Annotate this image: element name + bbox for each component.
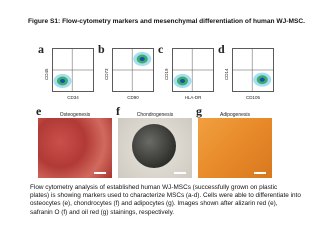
y-axis-label: CD19 <box>164 68 169 80</box>
scale-bar <box>254 172 266 174</box>
cell-cluster <box>180 79 185 83</box>
scale-bar <box>174 172 186 174</box>
cell-cluster <box>259 77 265 82</box>
panel-letter: e <box>36 104 42 118</box>
image-title: Adipogenesis <box>219 112 251 118</box>
y-axis-label: CD45 <box>44 68 49 80</box>
micrograph <box>38 118 112 178</box>
panel-letter: c <box>158 42 164 56</box>
panel-letter: a <box>38 42 44 56</box>
flow-plot <box>232 48 274 92</box>
x-axis-label: CD105 <box>245 95 260 100</box>
flow-plot <box>172 48 214 92</box>
micrograph <box>118 118 192 178</box>
image-title: Chondrogenesis <box>136 112 174 118</box>
pellet <box>132 124 176 168</box>
panel-letter: b <box>98 42 105 56</box>
caption: Flow cytometry analysis of established h… <box>30 184 320 217</box>
y-axis-label: CD14 <box>224 68 229 80</box>
y-axis-label: CD73 <box>104 68 109 80</box>
panel-letter: d <box>218 42 225 56</box>
micrograph <box>198 118 272 178</box>
caption-line: safranin O (f) and oil red (g) stainings… <box>30 208 175 216</box>
caption-line: Flow cytometry analysis of established h… <box>30 184 278 191</box>
x-axis-label: CD90 <box>127 95 139 100</box>
caption-line: plates) is showing markers used to chara… <box>30 192 301 200</box>
cell-cluster <box>60 79 65 83</box>
scale-bar <box>94 172 106 174</box>
figure: a CD45 CD34 b CD73 CD90 c CD19 HLA-DR d CD14 CD105 e… <box>36 42 274 178</box>
panel-letter: f <box>116 104 120 118</box>
panel-letter: g <box>196 104 202 118</box>
flow-plot <box>112 48 154 92</box>
x-axis-label: HLA-DR <box>184 95 202 100</box>
cell-cluster <box>139 57 145 61</box>
figure-title: Figure S1: Flow-cytometry markers and me… <box>28 18 305 25</box>
x-axis-label: CD34 <box>67 95 79 100</box>
caption-line: osteocytes (e), chondrocytes (f) and adi… <box>30 200 278 208</box>
flow-plot <box>52 48 94 92</box>
image-title: Osteogenesis <box>59 112 91 118</box>
